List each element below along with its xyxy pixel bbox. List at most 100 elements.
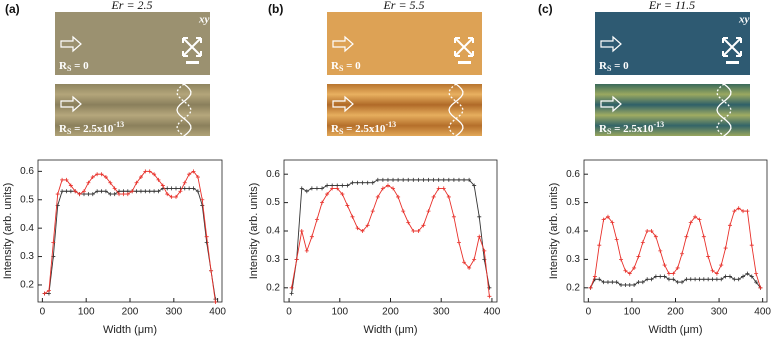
data-point: [467, 177, 472, 182]
data-point: [340, 183, 345, 188]
label-sup: -13: [385, 120, 396, 129]
y-tick-label: 0.2: [566, 282, 580, 293]
data-point: [745, 209, 750, 214]
data-point: [610, 280, 615, 285]
label-part: = 0: [71, 60, 89, 72]
data-point: [375, 194, 380, 199]
data-point: [406, 177, 411, 182]
data-point: [204, 234, 209, 239]
data-point: [191, 186, 196, 191]
helix: [176, 83, 192, 137]
data-point: [640, 240, 645, 245]
data-point: [380, 177, 385, 182]
x-tick-label: 100: [78, 307, 95, 318]
image-label: RS = 0: [59, 60, 89, 73]
x-tick-label: 300: [711, 307, 728, 318]
x-tick-label: 200: [667, 307, 684, 318]
image-label: xy: [738, 14, 750, 26]
data-point: [588, 285, 593, 290]
data-point: [73, 189, 78, 194]
x-axis-label: Width (μm): [648, 324, 702, 336]
data-point: [375, 177, 380, 182]
data-point: [95, 189, 100, 194]
data-point: [304, 248, 309, 253]
y-tick-label: 0.6: [20, 166, 34, 177]
data-point: [719, 263, 724, 268]
data-point: [431, 177, 436, 182]
data-point: [77, 192, 82, 197]
data-point: [472, 257, 477, 262]
x-tick-label: 300: [165, 307, 182, 318]
y-tick-label: 0.5: [20, 194, 34, 205]
data-point: [121, 192, 126, 197]
y-axis-label: Intensity (arb. units): [548, 183, 560, 280]
data-point: [487, 294, 492, 299]
data-point: [195, 189, 200, 194]
data-point: [138, 189, 143, 194]
data-point: [299, 229, 304, 233]
data-point: [134, 180, 139, 185]
data-point: [64, 177, 69, 182]
data-point: [592, 274, 597, 279]
data-point: [662, 263, 667, 268]
data-point: [345, 183, 350, 188]
data-point: [99, 189, 104, 194]
data-point: [294, 257, 299, 262]
data-point: [421, 223, 426, 228]
series-line: [291, 179, 490, 294]
series-line: [44, 187, 216, 300]
label-sup: -13: [113, 120, 124, 129]
data-point: [627, 282, 632, 287]
data-point: [370, 209, 375, 214]
data-point: [614, 237, 619, 242]
data-point: [396, 194, 401, 199]
x-tick-label: 100: [331, 307, 348, 318]
data-point: [675, 265, 680, 270]
y-tick-label: 0.2: [20, 280, 34, 291]
data-point: [112, 192, 117, 197]
data-point: [441, 177, 446, 182]
series-line: [291, 185, 490, 297]
label-part: R: [599, 60, 608, 72]
y-tick-label: 0.4: [266, 226, 280, 237]
data-point: [680, 280, 685, 285]
data-point: [370, 180, 375, 185]
y-tick-label: 0.2: [266, 282, 280, 293]
data-point: [320, 186, 325, 191]
image-label: RS = 0: [599, 60, 629, 73]
x-tick-label: 0: [40, 307, 46, 318]
label-part: = 2.5x10: [611, 123, 654, 135]
data-point: [467, 265, 472, 270]
y-axis-label: Intensity (arb. units): [2, 183, 14, 280]
x-axis-label: Width (μm): [103, 324, 157, 336]
data-point: [684, 234, 689, 239]
data-point: [365, 180, 370, 185]
image-label: RS = 2.5x10-13: [599, 120, 664, 136]
data-point: [610, 220, 615, 225]
panel-title: Er = 5.5: [382, 0, 424, 12]
data-point: [335, 186, 340, 191]
data-point: [680, 251, 685, 256]
data-point: [200, 197, 205, 202]
data-point: [719, 277, 724, 282]
data-point: [601, 217, 606, 222]
label-sub: S: [607, 64, 612, 73]
data-point: [391, 177, 396, 182]
data-point: [411, 229, 416, 233]
label-part: = 0: [611, 60, 629, 72]
data-point: [191, 169, 196, 174]
data-point: [380, 186, 385, 191]
label-sup: -13: [653, 120, 664, 129]
plot-frame: [283, 159, 498, 303]
data-point: [90, 175, 95, 180]
data-point: [325, 183, 330, 188]
data-point: [472, 183, 477, 188]
data-point: [314, 186, 319, 191]
data-point: [60, 189, 65, 194]
y-tick-label: 0.3: [20, 251, 34, 262]
label-sub: S: [339, 127, 344, 136]
data-point: [42, 291, 47, 296]
y-tick-label: 0.6: [566, 169, 580, 180]
data-point: [117, 192, 122, 197]
